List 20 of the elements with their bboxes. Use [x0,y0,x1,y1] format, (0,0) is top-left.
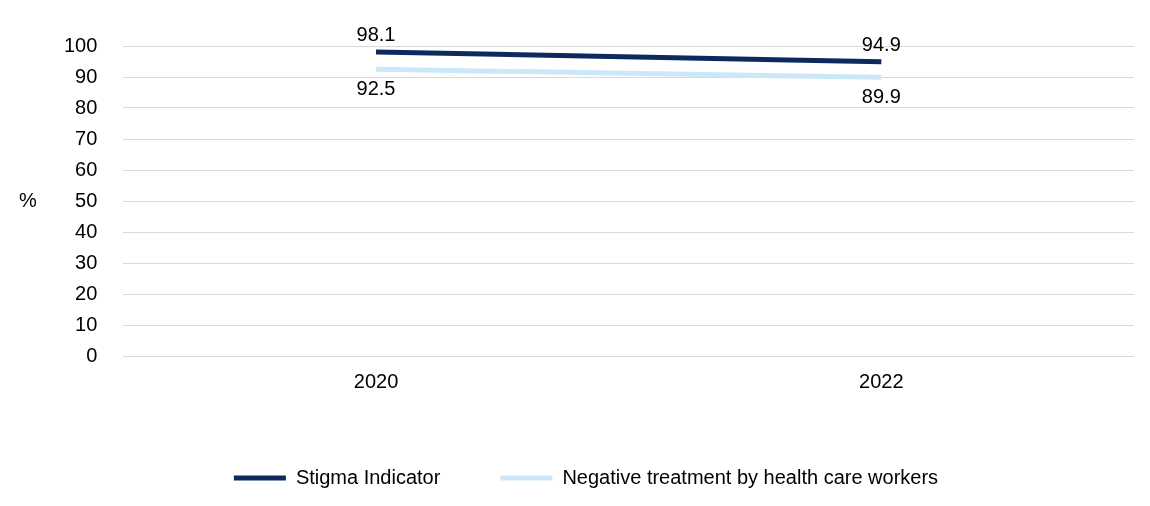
y-tick-label: 100 [63,33,98,56]
x-tick-label: 2020 [353,369,399,392]
data-label: 89.9 [861,84,901,107]
y-tick-label: 90 [75,64,98,87]
y-tick-label: 10 [75,312,98,335]
legend-label: Stigma Indicator [295,465,441,488]
y-tick-label: 20 [75,281,98,304]
y-tick-label: 40 [75,219,98,242]
x-tick-label: 2022 [859,369,904,392]
y-tick-label: 80 [75,95,98,118]
legend-label: Negative treatment by health care workers [562,465,939,488]
y-tick-label: 50 [75,188,98,211]
y-tick-label: 30 [75,250,98,273]
y-tick-label: 0 [86,343,98,366]
data-label: 98.1 [356,23,396,46]
y-tick-label: 60 [75,157,98,180]
y-axis-title: % [19,188,38,211]
data-label: 92.5 [356,76,396,99]
data-label: 94.9 [861,33,901,56]
y-tick-label: 70 [75,126,98,149]
